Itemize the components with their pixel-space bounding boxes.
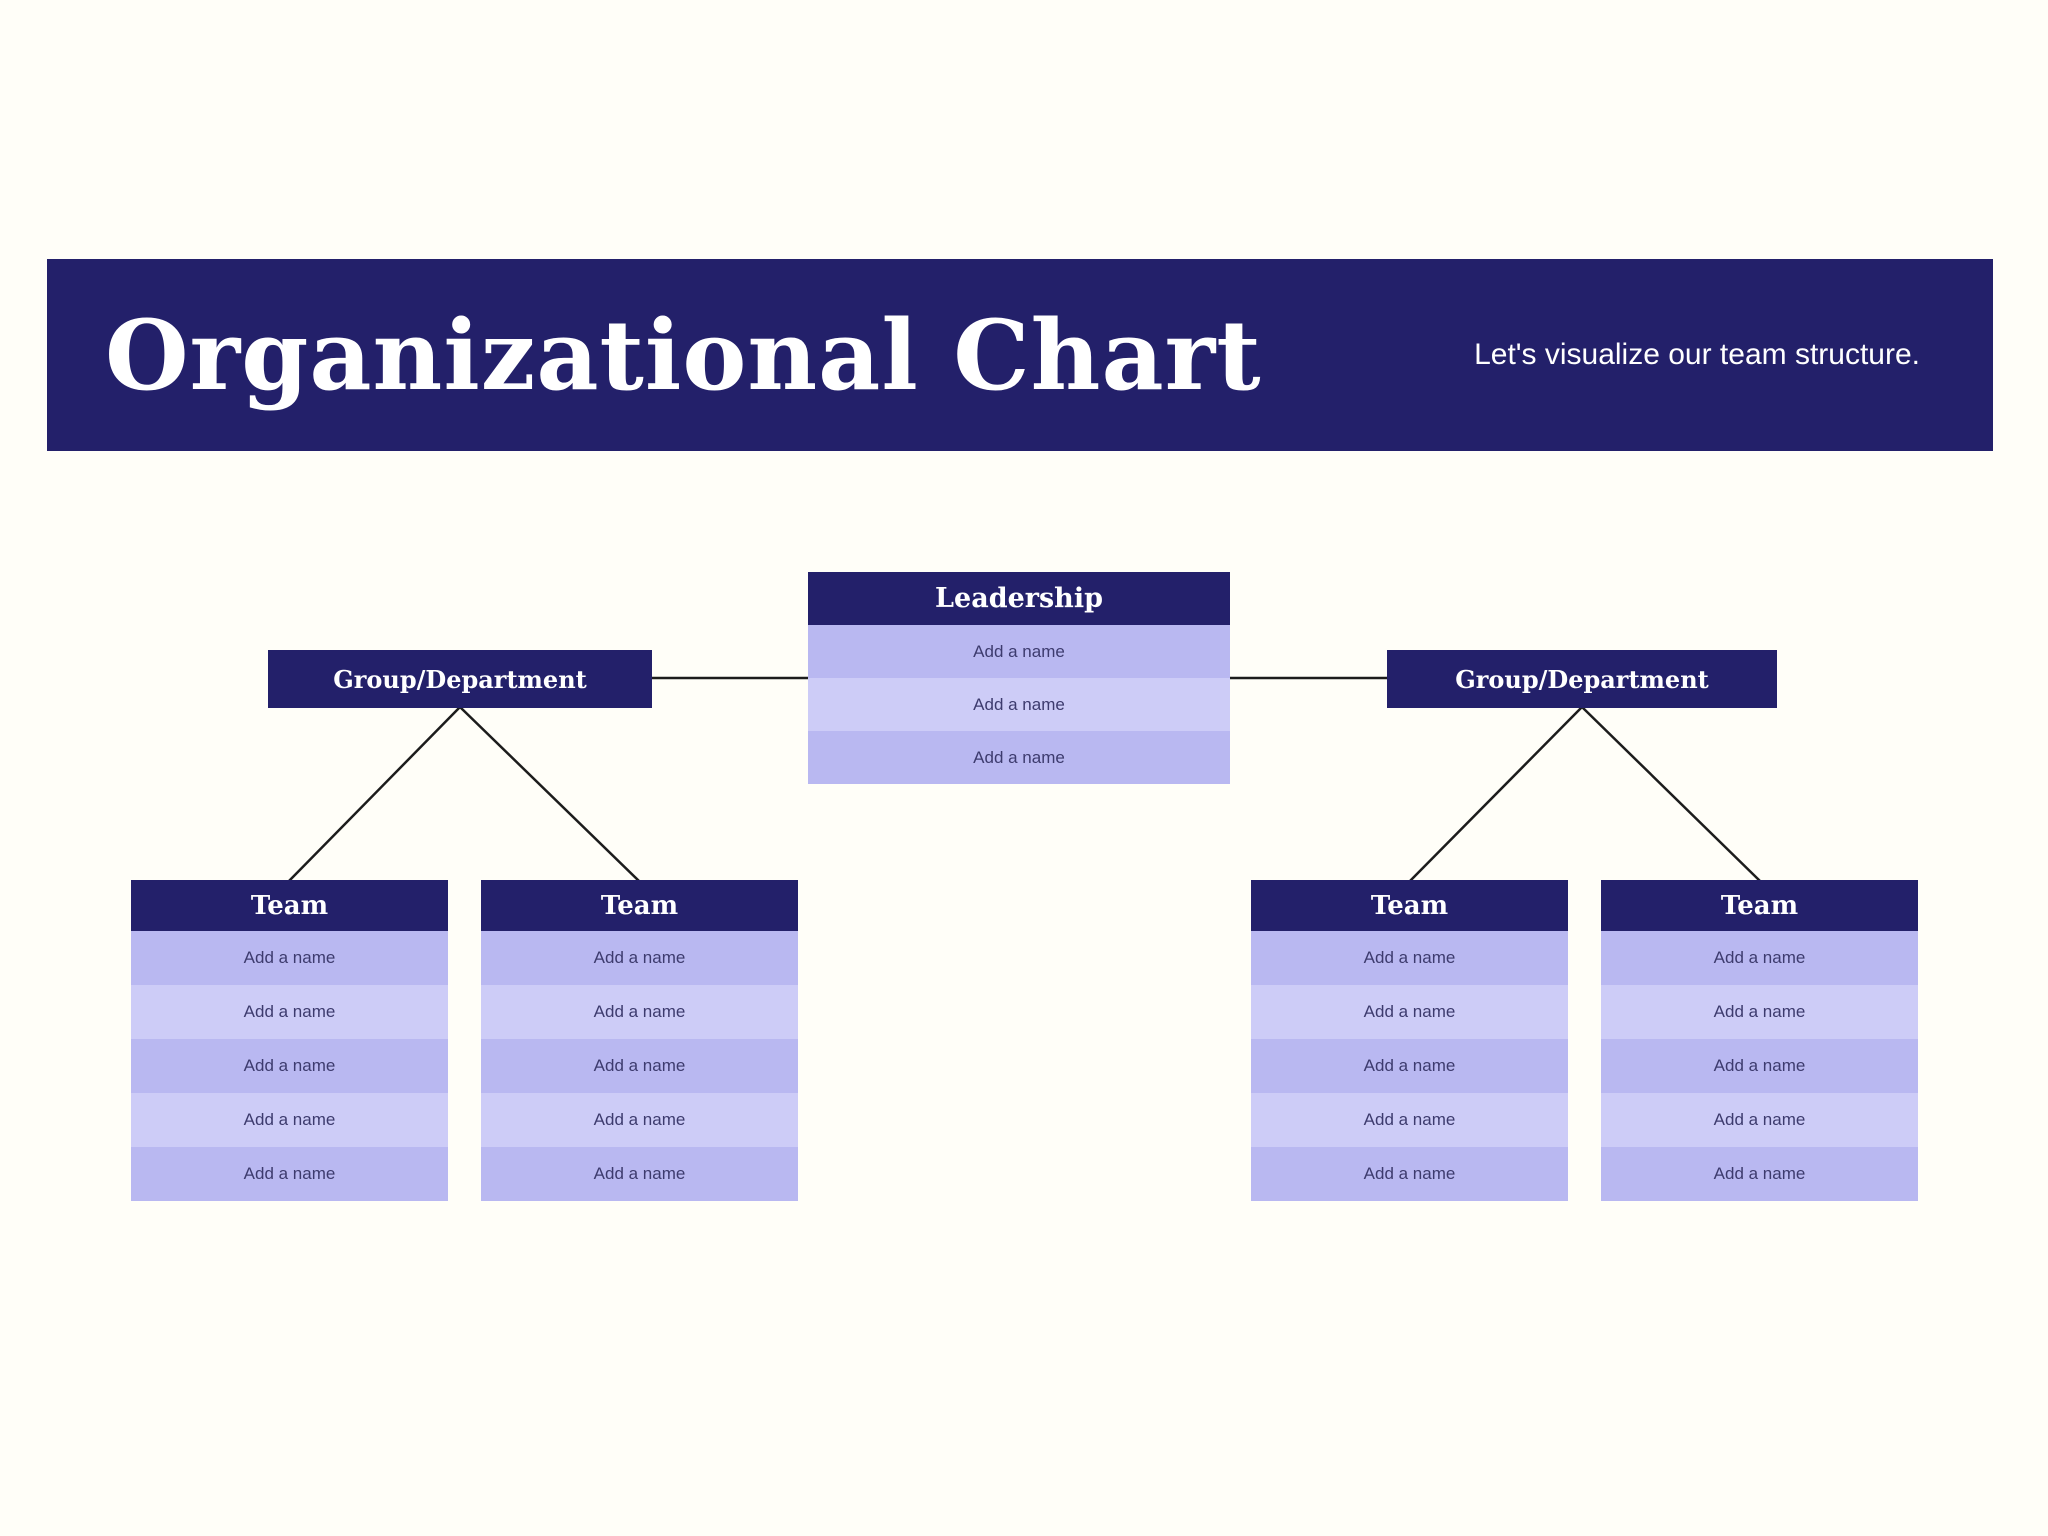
team-member-slot[interactable]: Add a name [481,1147,798,1201]
team-member-slot[interactable]: Add a name [481,985,798,1039]
connector-line [1581,706,1761,882]
team-member-slot[interactable]: Add a name [1601,985,1918,1039]
team-member-slot[interactable]: Add a name [1601,1093,1918,1147]
team-member-slot[interactable]: Add a name [1601,1039,1918,1093]
team-title[interactable]: Team [1601,880,1918,931]
leadership-member-slot-1[interactable]: Add a name [808,625,1230,678]
team-box-1: Team Add a name Add a name Add a name Ad… [131,880,448,1201]
page-title: Organizational Chart [105,298,1262,412]
leadership-title[interactable]: Leadership [808,572,1230,625]
team-member-slot[interactable]: Add a name [131,1039,448,1093]
team-member-slot[interactable]: Add a name [1251,1039,1568,1093]
group-department-right[interactable]: Group/Department [1387,650,1777,708]
connector-line [288,706,461,882]
team-member-slot[interactable]: Add a name [1251,1147,1568,1201]
team-title[interactable]: Team [1251,880,1568,931]
team-member-slot[interactable]: Add a name [1251,1093,1568,1147]
team-member-slot[interactable]: Add a name [131,1093,448,1147]
connector-line [459,706,640,882]
connector-line [1409,706,1583,882]
leadership-box: Leadership Add a name Add a name Add a n… [808,572,1230,784]
team-box-3: Team Add a name Add a name Add a name Ad… [1251,880,1568,1201]
team-member-slot[interactable]: Add a name [131,1147,448,1201]
team-title[interactable]: Team [481,880,798,931]
team-member-slot[interactable]: Add a name [481,1039,798,1093]
team-member-slot[interactable]: Add a name [1601,1147,1918,1201]
team-member-slot[interactable]: Add a name [481,931,798,985]
team-title[interactable]: Team [131,880,448,931]
team-member-slot[interactable]: Add a name [1601,931,1918,985]
header-tagline: Let's visualize our team structure. [1474,338,1920,371]
team-member-slot[interactable]: Add a name [131,985,448,1039]
team-member-slot[interactable]: Add a name [1251,985,1568,1039]
leadership-member-slot-2[interactable]: Add a name [808,678,1230,731]
team-member-slot[interactable]: Add a name [1251,931,1568,985]
team-box-4: Team Add a name Add a name Add a name Ad… [1601,880,1918,1201]
team-box-2: Team Add a name Add a name Add a name Ad… [481,880,798,1201]
leadership-member-slot-3[interactable]: Add a name [808,731,1230,784]
header-banner: Organizational Chart Let's visualize our… [47,259,1993,451]
group-department-left[interactable]: Group/Department [268,650,652,708]
team-member-slot[interactable]: Add a name [481,1093,798,1147]
team-member-slot[interactable]: Add a name [131,931,448,985]
